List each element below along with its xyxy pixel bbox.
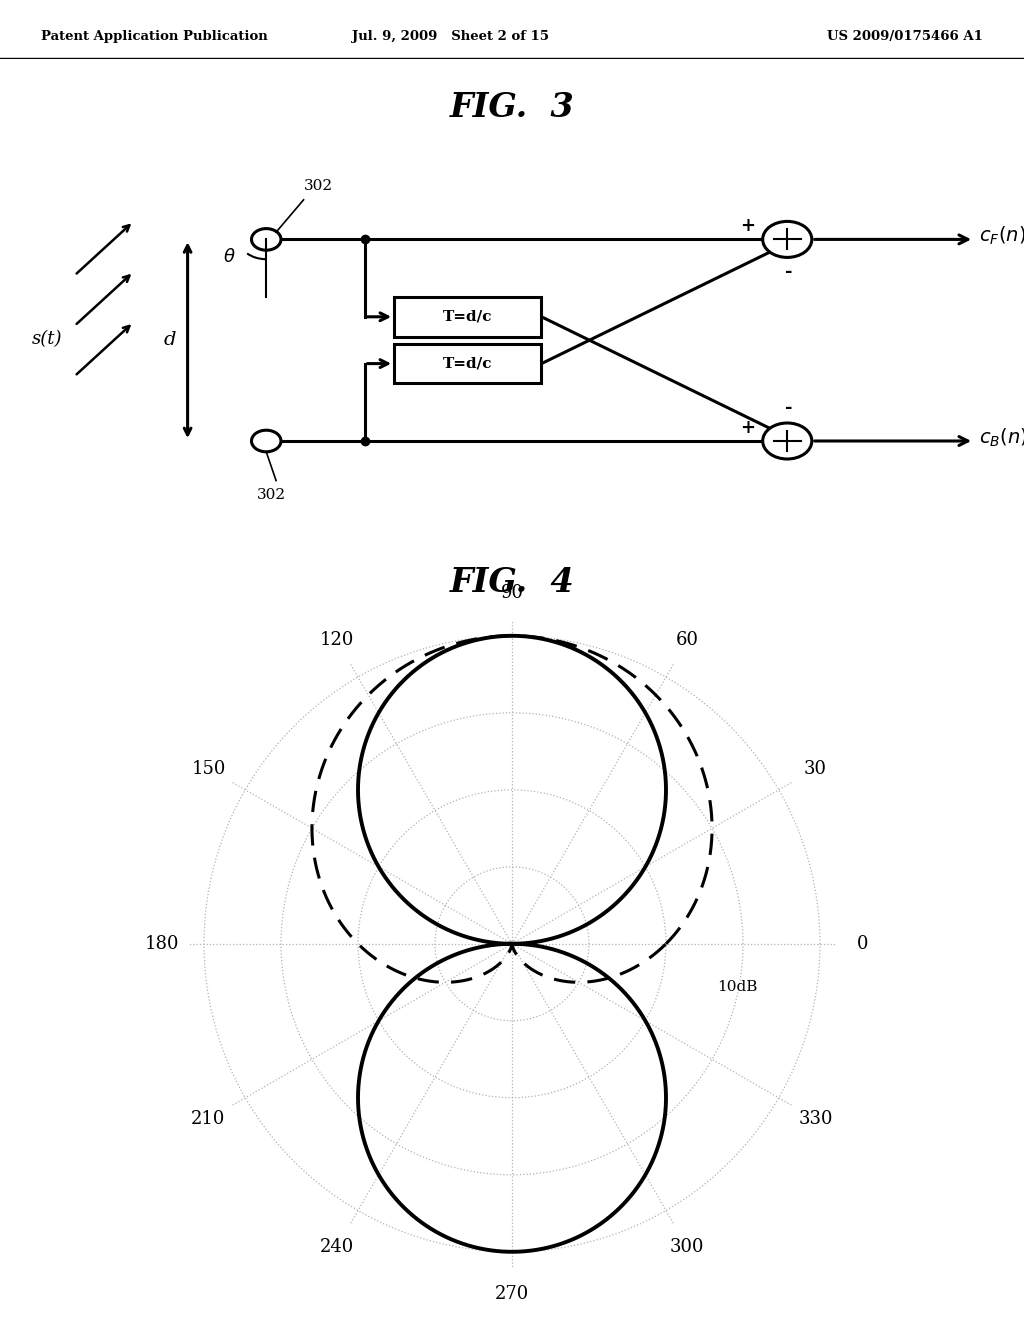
Text: 302: 302 <box>256 488 286 502</box>
Text: $\theta$: $\theta$ <box>222 248 236 267</box>
FancyBboxPatch shape <box>394 297 542 337</box>
Text: Jul. 9, 2009   Sheet 2 of 15: Jul. 9, 2009 Sheet 2 of 15 <box>352 30 549 44</box>
Text: FIG.  4: FIG. 4 <box>450 566 574 599</box>
Text: Patent Application Publication: Patent Application Publication <box>41 30 267 44</box>
Text: s(t): s(t) <box>33 330 62 347</box>
Text: FIG.  3: FIG. 3 <box>450 91 574 124</box>
Text: d: d <box>164 331 176 350</box>
Text: T=d/c: T=d/c <box>443 356 493 371</box>
FancyBboxPatch shape <box>394 343 542 383</box>
Text: 302: 302 <box>303 178 333 193</box>
Text: +: + <box>739 218 755 235</box>
Text: -: - <box>785 263 793 281</box>
Text: T=d/c: T=d/c <box>443 310 493 323</box>
Text: $c_B(n)$: $c_B(n)$ <box>979 426 1024 449</box>
Circle shape <box>763 422 812 459</box>
Text: US 2009/0175466 A1: US 2009/0175466 A1 <box>827 30 983 44</box>
Text: +: + <box>739 418 755 437</box>
Circle shape <box>763 222 812 257</box>
Text: $c_F(n)$: $c_F(n)$ <box>979 224 1024 247</box>
Text: 10dB: 10dB <box>717 981 757 994</box>
Text: -: - <box>785 399 793 417</box>
